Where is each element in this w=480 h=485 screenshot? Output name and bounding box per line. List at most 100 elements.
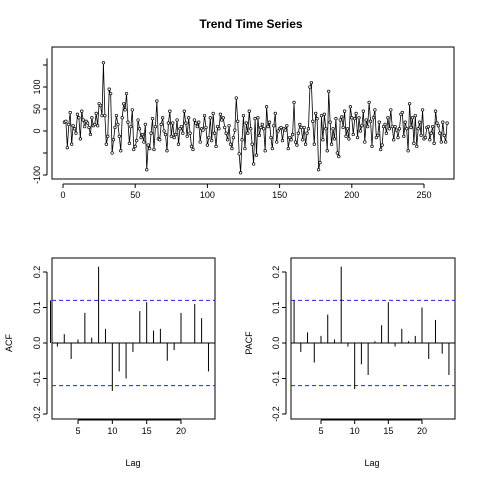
series-point — [223, 125, 227, 130]
series-point — [150, 117, 155, 121]
series-point — [240, 138, 244, 142]
y-tick-label: -0.2 — [271, 406, 281, 422]
series-point — [405, 127, 409, 131]
y-tick-label: -0.2 — [32, 406, 42, 422]
series-point — [296, 131, 301, 135]
series-point — [350, 116, 354, 120]
series-point — [194, 121, 198, 125]
series-point — [175, 118, 179, 122]
series-point — [342, 109, 347, 113]
series-point — [179, 124, 184, 129]
pacf-panel: 5 10 15 20 -0.2 -0.1 0.0 0.1 0.2 — [271, 257, 456, 436]
series-point — [165, 149, 169, 153]
pacf-y-axis-label: PACF — [244, 331, 254, 355]
x-tick-label: 20 — [176, 426, 186, 436]
series-point — [325, 149, 329, 153]
series-point — [340, 115, 344, 119]
series-point — [328, 120, 332, 124]
series-point — [442, 133, 446, 138]
series-point — [373, 108, 377, 112]
series-point — [407, 102, 412, 106]
series-point — [145, 168, 149, 172]
series-point — [72, 127, 77, 131]
ts-x-tick-label: 50 — [130, 190, 140, 200]
y-tick-label: 0.1 — [32, 301, 42, 314]
series-point — [139, 135, 143, 140]
series-point — [423, 135, 428, 140]
series-point — [147, 146, 152, 151]
series-point — [254, 153, 259, 157]
series-point — [406, 149, 410, 153]
series-point — [197, 120, 201, 124]
ts-x-tick-label: 100 — [200, 190, 215, 200]
series-point — [299, 125, 303, 130]
series-point — [202, 113, 207, 118]
series-point — [75, 112, 80, 116]
series-point — [438, 131, 442, 135]
series-point — [283, 128, 288, 132]
series-point — [393, 124, 397, 129]
series-point — [117, 134, 121, 138]
series-point — [107, 87, 111, 91]
series-point — [358, 129, 363, 133]
x-tick-label: 10 — [350, 426, 360, 436]
series-point — [210, 139, 214, 143]
ts-x-tick-label: 250 — [416, 190, 431, 200]
acf-y-axis-label: ACF — [4, 333, 14, 352]
series-point — [367, 100, 371, 105]
series-point — [444, 140, 448, 144]
series-point — [207, 135, 211, 140]
ts-y-tick-label: 50 — [32, 104, 42, 114]
series-point — [160, 116, 165, 120]
chart-title: Trend Time Series — [199, 17, 302, 31]
series-point — [195, 124, 199, 129]
series-point — [244, 121, 249, 125]
series-point — [188, 131, 192, 135]
series-point — [270, 146, 275, 151]
series-point — [418, 120, 422, 124]
series-point — [396, 135, 400, 140]
series-point — [368, 119, 373, 123]
series-point — [227, 124, 231, 128]
series-point — [208, 116, 212, 120]
series-point — [126, 120, 130, 124]
series-point — [116, 122, 120, 127]
x-tick-label: 5 — [318, 426, 323, 436]
series-point — [308, 85, 312, 89]
series-point — [288, 135, 292, 140]
series-point — [293, 140, 298, 144]
series-point — [348, 105, 353, 109]
series-point — [80, 109, 84, 113]
series-point — [74, 131, 78, 135]
series-point — [163, 132, 168, 137]
series-point — [152, 147, 156, 152]
series-point — [68, 110, 72, 115]
series-point — [100, 113, 104, 118]
series-point — [171, 121, 175, 125]
series-point — [168, 109, 172, 113]
series-point — [415, 144, 419, 149]
series-point — [155, 99, 159, 103]
series-point — [266, 124, 270, 129]
series-line — [64, 62, 448, 173]
series-point — [108, 91, 113, 96]
series-point — [129, 124, 133, 129]
series-point — [78, 137, 82, 141]
series-point — [88, 132, 93, 137]
y-tick-label: 0.1 — [271, 301, 281, 314]
ts-y-tick-label: -100 — [32, 166, 42, 184]
series-point — [104, 142, 108, 146]
series-point — [436, 124, 441, 128]
series-point — [121, 102, 126, 106]
series-point — [184, 121, 188, 125]
series-point — [81, 118, 85, 122]
series-point — [314, 111, 318, 116]
series-point — [377, 120, 381, 124]
series-point — [305, 131, 309, 135]
series-point — [441, 120, 445, 124]
ts-x-tick-label: 150 — [272, 190, 287, 200]
series-point — [214, 144, 218, 149]
series-point — [390, 124, 394, 129]
